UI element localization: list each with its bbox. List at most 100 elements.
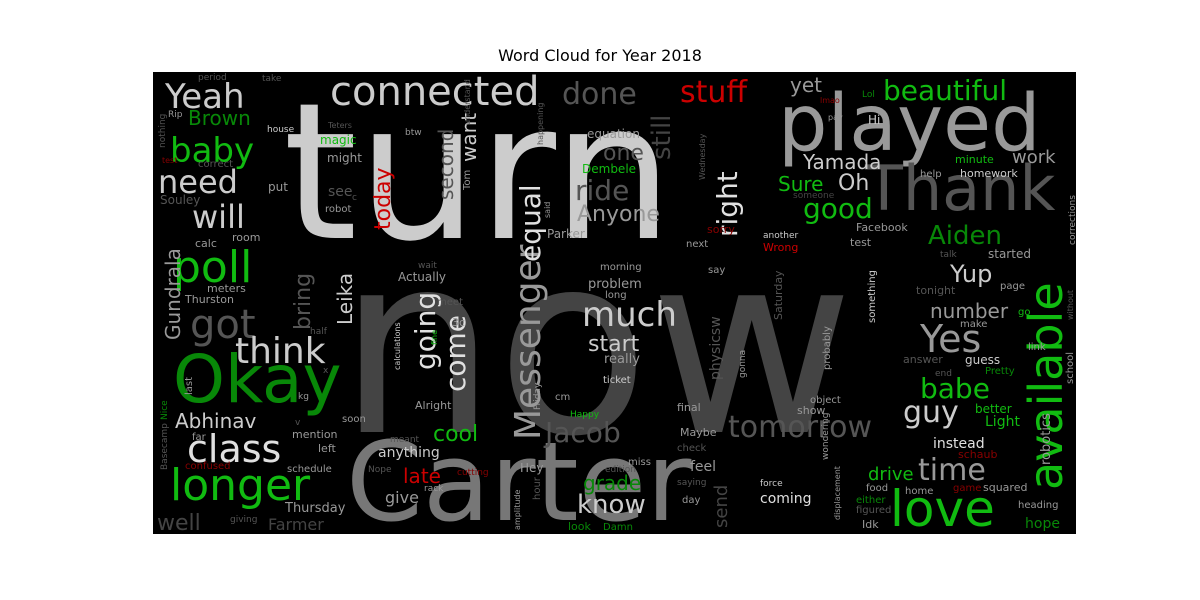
word-115: link	[1028, 342, 1046, 353]
word-58: cool	[433, 422, 478, 447]
word-24: done	[562, 77, 637, 112]
word-70: coming	[760, 491, 812, 507]
word-67: Thursday	[284, 501, 346, 516]
word-169: btw	[405, 128, 422, 138]
word-17: tomorrow	[728, 410, 872, 445]
word-192: v	[295, 418, 301, 428]
word-20: need	[158, 163, 238, 201]
chart-title: Word Cloud for Year 2018	[498, 46, 702, 65]
word-139: giving	[230, 515, 257, 525]
word-36: know	[577, 490, 646, 520]
word-61: hope	[1025, 516, 1060, 532]
word-108: show	[797, 404, 825, 417]
word-65: physicsw	[708, 316, 724, 380]
word-11: poll	[173, 242, 252, 293]
word-94: Thurston	[184, 293, 234, 306]
word-28: good	[803, 192, 873, 225]
word-40: Yamada	[802, 150, 881, 174]
word-74: better	[975, 402, 1012, 416]
word-173: house	[267, 125, 295, 135]
word-57: well	[157, 511, 201, 536]
word-159: Saturday	[772, 270, 785, 320]
word-164: amplitude	[513, 489, 522, 530]
word-163: Friday	[533, 382, 543, 410]
word-110: started	[988, 247, 1031, 261]
word-153: say	[708, 265, 725, 276]
word-33: Jacob	[543, 416, 621, 449]
word-30: babe	[920, 372, 990, 405]
word-167: Tom	[462, 170, 473, 191]
word-161: probably	[822, 326, 833, 370]
word-39: Anyone	[577, 202, 660, 227]
word-73: Light	[985, 414, 1020, 430]
word-187: corrections	[1068, 195, 1078, 245]
word-168: said	[543, 202, 552, 218]
word-183: someone	[793, 191, 835, 201]
word-90: Souley	[160, 193, 200, 207]
word-147: wait	[418, 261, 437, 271]
word-42: one	[603, 141, 644, 166]
word-130: miss	[628, 457, 651, 468]
word-149: cm	[555, 392, 570, 403]
word-47: second	[434, 129, 458, 200]
word-4: Thank	[864, 152, 1055, 225]
word-102: mention	[292, 428, 338, 441]
word-88: see	[328, 184, 353, 200]
word-150: ticket	[603, 375, 631, 386]
word-154: next	[686, 239, 708, 250]
word-155: another	[763, 231, 798, 241]
word-32: time	[918, 453, 986, 488]
word-103: left	[318, 442, 337, 455]
word-189: lmao	[820, 96, 840, 105]
word-68: give	[385, 488, 419, 507]
word-87: magic	[320, 133, 357, 147]
word-69: anything	[378, 445, 440, 461]
word-151: morning	[600, 262, 642, 273]
word-133: look	[568, 520, 592, 533]
word-75: guess	[965, 353, 1000, 367]
word-152: long	[605, 290, 627, 301]
word-171: happening	[536, 103, 545, 146]
word-188: without	[1066, 290, 1075, 320]
word-71: feel	[690, 459, 716, 475]
word-54: Sure	[778, 172, 823, 196]
word-22: beautiful	[883, 74, 1007, 107]
word-34: going	[409, 292, 442, 370]
word-112: make	[960, 319, 987, 330]
word-31: guy	[903, 395, 959, 430]
word-89: put	[268, 180, 288, 194]
word-7: love	[890, 480, 995, 538]
word-9: connected	[330, 69, 539, 115]
word-45: Leika	[333, 273, 357, 325]
word-162: gonna	[738, 350, 748, 378]
word-98: schaub	[958, 448, 997, 461]
word-93: meters	[207, 282, 246, 295]
word-49: Gundrala	[161, 248, 185, 340]
word-170: understand	[463, 79, 472, 125]
word-175: correct	[198, 159, 233, 170]
word-96: sorry	[707, 223, 735, 236]
word-63: Hi	[868, 113, 880, 127]
word-117: page	[1000, 281, 1025, 292]
word-144: last	[184, 377, 195, 395]
word-113: answer	[903, 353, 943, 366]
word-181: pay	[828, 113, 843, 122]
word-86: might	[327, 151, 362, 165]
word-129: check	[677, 443, 706, 454]
word-56: grade	[583, 471, 641, 495]
word-50: Abhinav	[175, 409, 257, 433]
word-140: far	[192, 432, 207, 443]
word-132: Damn	[603, 522, 633, 533]
word-92: room	[232, 231, 260, 244]
word-95: Wrong	[763, 241, 798, 254]
word-101: Basecamp	[160, 423, 170, 470]
word-80: test	[850, 236, 872, 249]
word-111: tonight	[916, 284, 956, 297]
word-165: calculations	[393, 322, 402, 370]
word-190: test	[162, 156, 177, 165]
word-182: Wednesday	[698, 133, 707, 180]
word-12: class	[187, 427, 281, 471]
word-1: turn	[283, 62, 673, 283]
word-53: number	[930, 299, 1009, 323]
